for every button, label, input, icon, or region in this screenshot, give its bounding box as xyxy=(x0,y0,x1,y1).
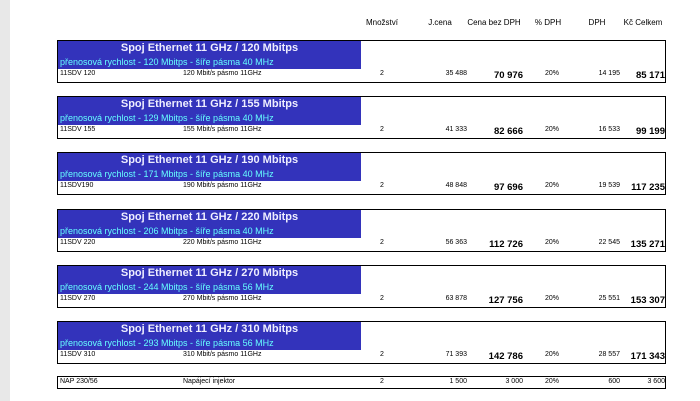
cell: 41 333 xyxy=(445,126,467,134)
cell: 2 xyxy=(380,182,384,190)
title-band xyxy=(58,41,361,56)
cell: 2 xyxy=(380,378,384,385)
cell: 220 Mbit/s pásmo 11GHz xyxy=(183,238,262,246)
section-subtitle: přenosová rychlost - 120 Mbitps - šíře p… xyxy=(60,57,274,67)
cell: 48 848 xyxy=(445,182,467,190)
cell: 1 500 xyxy=(449,378,467,385)
price-section: Spoj Ethernet 11 GHz / 220 Mbitps přenoso… xyxy=(57,208,666,252)
cell: 71 393 xyxy=(445,351,467,358)
cell: 97 696 xyxy=(493,182,523,194)
cell: 20% xyxy=(544,238,560,246)
cell: 3 600 xyxy=(647,378,665,385)
section-subtitle: přenosová rychlost - 244 Mbitps - šíře p… xyxy=(60,281,274,292)
cell: 14 195 xyxy=(598,70,620,77)
column-header: DPH xyxy=(588,18,606,27)
cell: 35 488 xyxy=(445,70,467,77)
cell: 70 976 xyxy=(493,70,523,81)
column-header: Cena bez DPH xyxy=(467,18,521,27)
price-section: Spoj Ethernet 11 GHz / 155 Mbitps přenoso… xyxy=(57,96,666,140)
cell: 82 666 xyxy=(493,126,523,138)
cell: 20% xyxy=(544,351,560,358)
section-title: Spoj Ethernet 11 GHz / 220 Mbitps xyxy=(120,210,299,223)
cell: 120 Mbit/s pásmo 11GHz xyxy=(183,70,262,77)
cell: 28 557 xyxy=(598,351,620,358)
cell: 99 199 xyxy=(635,126,665,138)
cell: 56 363 xyxy=(445,238,467,246)
cell: 310 Mbit/s pásmo 11GHz xyxy=(183,351,262,358)
cell: 190 Mbit/s pásmo 11GHz xyxy=(183,182,262,190)
price-section: Spoj Ethernet 11 GHz / 190 Mbitps přenoso… xyxy=(57,152,666,196)
cell: 600 xyxy=(608,378,620,385)
title-band xyxy=(58,265,361,281)
cell: 20% xyxy=(544,378,560,385)
section-title: Spoj Ethernet 11 GHz / 190 Mbitps xyxy=(120,154,299,167)
cell: NAP 230/56 xyxy=(60,378,98,385)
cell: 19 539 xyxy=(598,182,620,190)
cell: 135 271 xyxy=(630,238,665,250)
cell: 2 xyxy=(380,126,384,134)
cell: 112 726 xyxy=(489,238,523,250)
price-section: Spoj Ethernet 11 GHz / 310 Mbitps přenoso… xyxy=(57,321,666,364)
cell: 11SDV190 xyxy=(60,182,94,190)
cell: 270 Mbit/s pásmo 11GHz xyxy=(183,294,262,302)
cell: Napájecí injektor xyxy=(183,378,236,385)
cell: 20% xyxy=(544,182,560,190)
title-band xyxy=(58,153,361,169)
cell: 16 533 xyxy=(598,126,620,134)
cell: 2 xyxy=(380,351,384,358)
price-section: Spoj Ethernet 11 GHz / 270 Mbitps přenoso… xyxy=(57,264,666,308)
cell: 142 786 xyxy=(488,351,523,362)
subtitle-band xyxy=(58,337,361,350)
subtitle-band xyxy=(58,224,361,238)
section-subtitle: přenosová rychlost - 129 Mbitps - šíře p… xyxy=(60,113,274,124)
cell: 153 307 xyxy=(630,294,665,306)
cell: 63 878 xyxy=(445,294,467,302)
cell: 20% xyxy=(544,294,560,302)
document: Množství J.cena Cena bez DPH % DPH DPH Kč Cel… xyxy=(10,0,700,401)
section-subtitle: přenosová rychlost - 293 Mbitps - šíře p… xyxy=(60,338,274,348)
subtitle-band xyxy=(58,280,361,294)
title-band xyxy=(58,209,361,225)
price-section: Spoj Ethernet 11 GHz / 120 Mbitps přenoso… xyxy=(57,40,666,83)
cell: 20% xyxy=(544,126,560,134)
cell: 2 xyxy=(380,238,384,246)
cell: 3 000 xyxy=(505,378,523,385)
cell: 11SDV 310 xyxy=(60,351,96,358)
column-header: J.cena xyxy=(428,18,452,27)
section-title: Spoj Ethernet 11 GHz / 120 Mbitps xyxy=(120,42,299,54)
section-title: Spoj Ethernet 11 GHz / 270 Mbitps xyxy=(120,266,299,279)
section-subtitle: přenosová rychlost - 171 Mbitps - šíře p… xyxy=(60,169,274,180)
cell: 11SDV 220 xyxy=(60,238,96,246)
subtitle-band xyxy=(58,112,361,126)
column-header: % DPH xyxy=(534,18,562,27)
footer-box xyxy=(57,376,666,389)
cell: 22 545 xyxy=(598,238,620,246)
cell: 171 343 xyxy=(630,351,665,362)
title-band xyxy=(58,97,361,113)
cell: 2 xyxy=(380,294,384,302)
cell: 11SDV 120 xyxy=(60,70,96,77)
column-header: Množství xyxy=(365,18,399,27)
cell: 127 756 xyxy=(488,294,523,306)
subtitle-band xyxy=(58,56,361,69)
cell: 25 551 xyxy=(598,294,620,302)
section-title: Spoj Ethernet 11 GHz / 310 Mbitps xyxy=(120,323,299,335)
cell: 11SDV 155 xyxy=(60,126,96,134)
cell: 20% xyxy=(544,70,560,77)
cell: 11SDV 270 xyxy=(60,294,96,302)
section-subtitle: přenosová rychlost - 206 Mbitps - šíře p… xyxy=(60,225,274,236)
cell: 85 171 xyxy=(635,70,665,81)
cell: 2 xyxy=(380,70,384,77)
title-band xyxy=(58,322,361,337)
cell: 117 235 xyxy=(631,182,665,194)
section-title: Spoj Ethernet 11 GHz / 155 Mbitps xyxy=(120,98,299,111)
cell: 155 Mbit/s pásmo 11GHz xyxy=(183,126,262,134)
subtitle-band xyxy=(58,168,361,182)
column-header: Kč Celkem xyxy=(623,18,663,27)
